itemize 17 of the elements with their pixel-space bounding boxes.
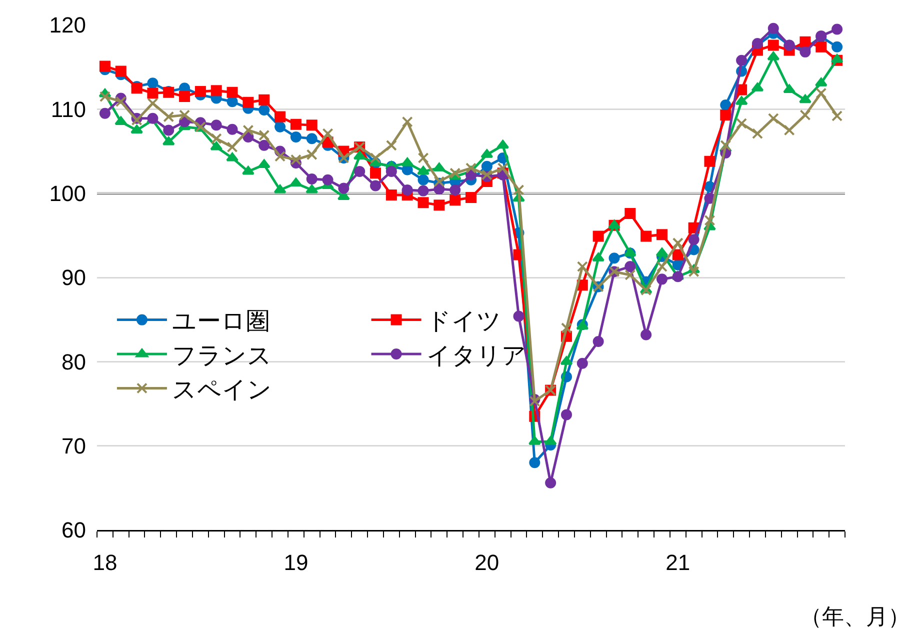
y-tick-label: 110 (50, 96, 86, 122)
y-tick-label: 120 (49, 12, 86, 38)
legend-label: ドイツ (426, 308, 502, 336)
y-tick-label: 90 (62, 265, 86, 290)
legend-label: スペイン (172, 376, 272, 404)
legend-label: イタリア (426, 342, 526, 370)
y-tick-label: 80 (62, 349, 86, 374)
y-tick-label: 70 (62, 434, 86, 459)
legend-label: フランス (172, 342, 272, 370)
x-tick-label: 19 (284, 550, 308, 575)
text: （年、月） (800, 604, 910, 629)
legend-label: ユーロ圏 (172, 308, 270, 336)
y-tick-label: 100 (49, 181, 86, 206)
x-tick-label: 18 (92, 550, 118, 575)
y-tick-label: 60 (62, 518, 86, 543)
x-tick-label: 20 (474, 550, 500, 575)
x-tick-label: 21 (666, 550, 690, 575)
